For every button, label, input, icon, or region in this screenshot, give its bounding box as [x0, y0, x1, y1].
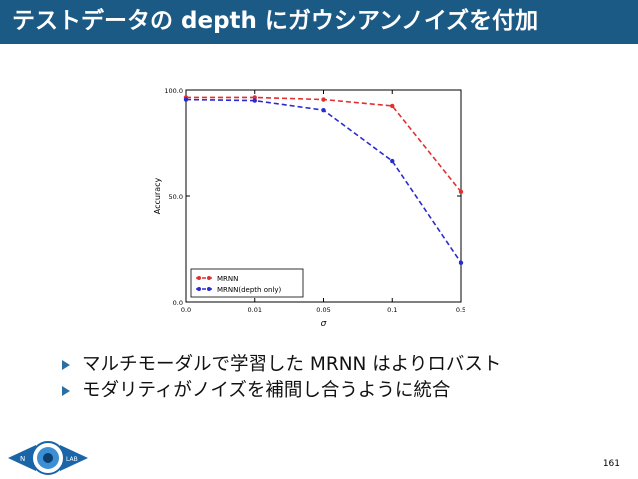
data-point: [390, 158, 395, 164]
bullet-list: マルチモーダルで学習した MRNN はよりロバスト モダリティがノイズを補間し合…: [62, 352, 501, 404]
title-bar: テストデータの depth にガウシアンノイズを付加: [0, 0, 638, 44]
data-point: [252, 95, 257, 100]
y-axis-label: Accuracy: [153, 177, 162, 214]
legend-marker: [207, 287, 211, 291]
y-tick-label: 50.0: [169, 193, 183, 201]
x-tick-label: 0.1: [387, 306, 397, 314]
legend-marker: [197, 287, 201, 291]
legend-label: MRNN: [217, 275, 238, 283]
logo-left-wing-icon: [8, 445, 36, 471]
legend-box: [190, 268, 304, 298]
data-point: [321, 97, 326, 102]
y-tick-label: 0.0: [173, 299, 183, 307]
bullet-item-2: モダリティがノイズを補間し合うように統合: [62, 378, 501, 404]
x-tick-label: 0.0: [181, 306, 191, 314]
bullet-item-1: マルチモーダルで学習した MRNN はよりロバスト: [62, 352, 501, 378]
data-point: [252, 98, 257, 103]
accuracy-chart: 0.0 50.0 100.0 0.0 0.01 0.05 0.1 0.5 σ Accuracy MR…: [153, 87, 465, 329]
data-point: [458, 189, 464, 194]
lab-logo: N LAB: [8, 441, 88, 475]
logo-core-icon: [43, 453, 53, 463]
triangle-bullet-icon: [62, 360, 70, 370]
legend-marker: [207, 276, 211, 280]
data-point: [321, 107, 326, 113]
series-line-2: [185, 98, 462, 264]
legend-label: MRNN(depth only): [217, 286, 282, 294]
logo-right-wing-icon: [60, 445, 88, 471]
x-tick-label: 0.05: [316, 306, 330, 314]
legend-marker: [197, 276, 201, 280]
data-point: [390, 103, 395, 109]
bullet-text-2: モダリティがノイズを補間し合うように統合: [82, 380, 451, 401]
bullet-text-1: マルチモーダルで学習した MRNN はよりロバスト: [82, 354, 502, 375]
data-point: [458, 260, 464, 265]
y-tick-label: 100.0: [164, 87, 183, 95]
page-number: 161: [602, 459, 620, 469]
triangle-bullet-icon: [62, 386, 70, 396]
x-tick-label: 0.01: [248, 306, 262, 314]
x-tick-label: 0.5: [456, 306, 465, 314]
logo-left-text: N: [20, 455, 25, 463]
data-point: [183, 97, 189, 102]
x-axis-label: σ: [321, 319, 327, 329]
logo-right-text: LAB: [66, 456, 78, 463]
slide-title: テストデータの depth にガウシアンノイズを付加: [12, 8, 539, 34]
